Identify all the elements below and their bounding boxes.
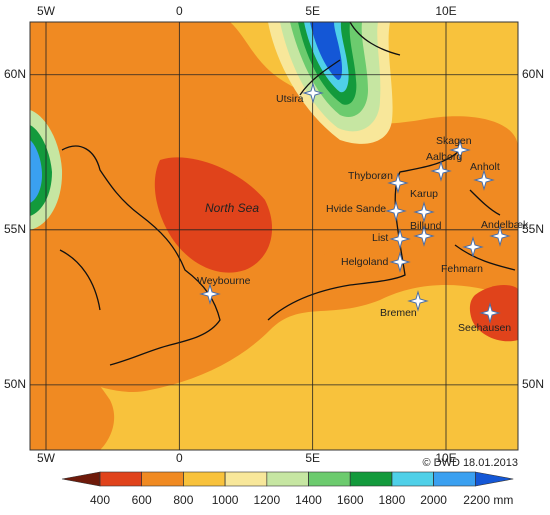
colorbar-segment: [433, 471, 476, 487]
station-label: Skagen: [436, 135, 472, 147]
station-marker: [473, 169, 495, 191]
lon-label-bottom: 10E: [435, 451, 456, 465]
station-marker: [462, 236, 484, 258]
station-label: Hvide Sande: [326, 203, 386, 215]
station-marker: [413, 225, 435, 247]
credit: © DWD 18.01.2013: [422, 457, 518, 469]
station-marker: [199, 283, 221, 305]
lat-label-left: 60N: [4, 67, 26, 81]
station-label: Helgoland: [341, 256, 388, 268]
colorbar-segment: [183, 471, 226, 487]
station-label: Seehausen: [458, 322, 511, 334]
station-marker: [430, 160, 452, 182]
colorbar-segment: [391, 471, 434, 487]
colorbar-segment: [266, 471, 309, 487]
station-marker: [489, 225, 511, 247]
station-label: Fehmarn: [441, 263, 483, 275]
station-label: List: [372, 232, 388, 244]
lat-label-right: 55N: [522, 222, 544, 236]
lon-label-bottom: 5E: [305, 451, 320, 465]
colorbar-segment: [99, 471, 143, 487]
colorbar-segment: [308, 471, 351, 487]
station-label: Bremen: [380, 307, 417, 319]
lon-label-top: 0: [176, 4, 183, 18]
station-marker: [302, 82, 324, 104]
sea-label: North Sea: [205, 201, 259, 215]
station-label: Aalborg: [426, 151, 462, 163]
precipitation-field: [30, 22, 518, 450]
colorbar-label: 1000: [212, 493, 239, 507]
colorbar-label: 1400: [295, 493, 322, 507]
colorbar-label: 1200: [253, 493, 280, 507]
lon-label-top: 5W: [37, 4, 56, 18]
lat-label-left: 55N: [4, 222, 26, 236]
colorbar-label: 2200 mm: [463, 493, 513, 507]
station-label: Karup: [410, 188, 438, 200]
colorbar-label: 1800: [379, 493, 406, 507]
colorbar-segment: [475, 471, 514, 487]
station-marker: [407, 290, 429, 312]
station-marker: [389, 251, 411, 273]
station-label: Andelbæk: [481, 219, 529, 231]
station-label: Utsira: [276, 93, 304, 105]
colorbar-label: 1600: [337, 493, 364, 507]
station-marker: [389, 228, 411, 250]
colorbar-label: 2000: [420, 493, 447, 507]
station-marker: [387, 172, 409, 194]
lon-label-bottom: 0: [176, 451, 183, 465]
lat-label-right: 60N: [522, 67, 544, 81]
colorbar-label: 800: [173, 493, 193, 507]
lat-label-left: 50N: [4, 377, 26, 391]
colorbar-label: 600: [132, 493, 152, 507]
station-label: Thyborøn: [348, 170, 393, 182]
station-label: Billund: [410, 220, 442, 232]
colorbar-segment: [349, 471, 393, 487]
map-frame: [29, 21, 519, 451]
colorbar-segment: [61, 471, 101, 487]
station-label: Anholt: [470, 161, 500, 173]
lat-label-right: 50N: [522, 377, 544, 391]
station-marker: [413, 201, 435, 223]
station-marker: [479, 302, 501, 324]
lon-label-top: 10E: [435, 4, 456, 18]
colorbar-segment: [141, 471, 184, 487]
colorbar-segment: [224, 471, 268, 487]
station-marker: [449, 139, 471, 161]
lon-label-top: 5E: [305, 4, 320, 18]
station-marker: [385, 200, 407, 222]
lon-label-bottom: 5W: [37, 451, 56, 465]
station-label: Weybourne: [197, 275, 251, 287]
colorbar-label: 400: [90, 493, 110, 507]
